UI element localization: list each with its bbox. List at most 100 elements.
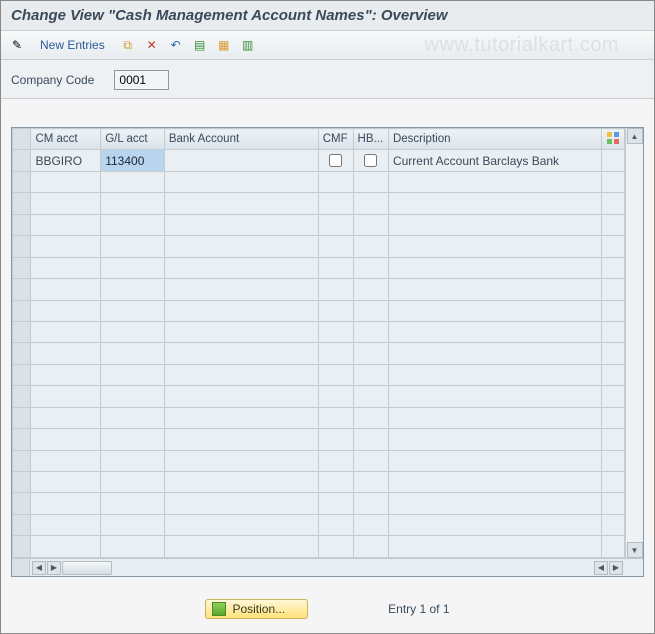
- cell-cm-acct[interactable]: BBGIRO: [31, 150, 101, 171]
- cell-bank-acct[interactable]: [164, 214, 318, 235]
- cell-cm-acct[interactable]: [31, 386, 101, 407]
- cell-cm-acct[interactable]: [31, 171, 101, 192]
- cell-bank-acct[interactable]: [164, 493, 318, 514]
- company-code-input[interactable]: [114, 70, 169, 90]
- cell-hb[interactable]: [353, 493, 388, 514]
- cell-description[interactable]: Current Account Barclays Bank: [388, 150, 601, 171]
- cell-hb[interactable]: [353, 150, 388, 171]
- cell-hb[interactable]: [353, 364, 388, 385]
- cell-bank-acct[interactable]: [164, 321, 318, 342]
- scroll-thumb[interactable]: [62, 561, 112, 575]
- cell-cmf[interactable]: [318, 450, 353, 471]
- cell-bank-acct[interactable]: [164, 171, 318, 192]
- cell-bank-acct[interactable]: [164, 407, 318, 428]
- table-row[interactable]: [13, 343, 625, 364]
- cell-description[interactable]: [388, 257, 601, 278]
- cell-cmf[interactable]: [318, 343, 353, 364]
- cell-hb[interactable]: [353, 279, 388, 300]
- cell-cm-acct[interactable]: [31, 536, 101, 558]
- cell-cm-acct[interactable]: [31, 429, 101, 450]
- cell-description[interactable]: [388, 472, 601, 493]
- cell-hb[interactable]: [353, 386, 388, 407]
- copy-icon[interactable]: ⧉: [118, 35, 138, 55]
- position-button[interactable]: Position...: [205, 599, 308, 619]
- cell-hb[interactable]: [353, 171, 388, 192]
- row-selector[interactable]: [13, 279, 31, 300]
- horizontal-scrollbar[interactable]: ◀ ▶ ◀ ▶: [12, 558, 643, 576]
- cell-cm-acct[interactable]: [31, 472, 101, 493]
- cell-cmf[interactable]: [318, 300, 353, 321]
- col-cm-acct[interactable]: CM acct: [31, 129, 101, 150]
- cell-cmf[interactable]: [318, 364, 353, 385]
- cell-hb[interactable]: [353, 236, 388, 257]
- cell-gl-acct[interactable]: [101, 193, 165, 214]
- cell-cm-acct[interactable]: [31, 236, 101, 257]
- cell-description[interactable]: [388, 343, 601, 364]
- cell-gl-acct[interactable]: [101, 514, 165, 535]
- row-selector[interactable]: [13, 300, 31, 321]
- cell-description[interactable]: [388, 300, 601, 321]
- cell-bank-acct[interactable]: [164, 472, 318, 493]
- cell-description[interactable]: [388, 321, 601, 342]
- cell-hb[interactable]: [353, 214, 388, 235]
- table-row[interactable]: [13, 386, 625, 407]
- delete-icon[interactable]: ✕: [142, 35, 162, 55]
- cell-cmf[interactable]: [318, 193, 353, 214]
- scroll-down-icon[interactable]: ▼: [627, 542, 643, 558]
- table-row[interactable]: [13, 279, 625, 300]
- table-row[interactable]: [13, 236, 625, 257]
- cell-hb[interactable]: [353, 450, 388, 471]
- cell-cmf[interactable]: [318, 472, 353, 493]
- row-selector[interactable]: [13, 321, 31, 342]
- cell-gl-acct[interactable]: [101, 364, 165, 385]
- cell-hb[interactable]: [353, 193, 388, 214]
- hb-checkbox[interactable]: [364, 154, 377, 167]
- table-row[interactable]: [13, 364, 625, 385]
- scroll-left-icon[interactable]: ◀: [32, 561, 46, 575]
- cell-bank-acct[interactable]: [164, 236, 318, 257]
- row-selector[interactable]: [13, 171, 31, 192]
- cell-gl-acct[interactable]: [101, 171, 165, 192]
- table-row[interactable]: [13, 514, 625, 535]
- cell-description[interactable]: [388, 450, 601, 471]
- table-row[interactable]: [13, 171, 625, 192]
- cell-description[interactable]: [388, 193, 601, 214]
- cell-hb[interactable]: [353, 514, 388, 535]
- table-row[interactable]: [13, 300, 625, 321]
- col-cmf[interactable]: CMF: [318, 129, 353, 150]
- row-selector[interactable]: [13, 150, 31, 171]
- scroll-right-end-icon[interactable]: ▶: [609, 561, 623, 575]
- table-row[interactable]: [13, 450, 625, 471]
- cell-bank-acct[interactable]: [164, 343, 318, 364]
- cell-description[interactable]: [388, 493, 601, 514]
- cell-cmf[interactable]: [318, 150, 353, 171]
- cell-bank-acct[interactable]: [164, 300, 318, 321]
- cell-bank-acct[interactable]: [164, 279, 318, 300]
- table-row[interactable]: BBGIRO113400Current Account Barclays Ban…: [13, 150, 625, 171]
- cell-gl-acct[interactable]: [101, 493, 165, 514]
- cell-cmf[interactable]: [318, 214, 353, 235]
- cell-gl-acct[interactable]: [101, 300, 165, 321]
- cell-hb[interactable]: [353, 472, 388, 493]
- cell-cm-acct[interactable]: [31, 407, 101, 428]
- cell-description[interactable]: [388, 279, 601, 300]
- cell-cmf[interactable]: [318, 493, 353, 514]
- cell-description[interactable]: [388, 514, 601, 535]
- undo-icon[interactable]: ↶: [166, 35, 186, 55]
- new-entries-button[interactable]: New Entries: [31, 34, 114, 56]
- cell-bank-acct[interactable]: [164, 386, 318, 407]
- cell-gl-acct[interactable]: [101, 407, 165, 428]
- row-selector[interactable]: [13, 193, 31, 214]
- cell-description[interactable]: [388, 407, 601, 428]
- cell-cmf[interactable]: [318, 171, 353, 192]
- cell-hb[interactable]: [353, 343, 388, 364]
- col-gl-acct[interactable]: G/L acct: [101, 129, 165, 150]
- cell-bank-acct[interactable]: [164, 450, 318, 471]
- cell-gl-acct[interactable]: [101, 536, 165, 558]
- row-selector[interactable]: [13, 493, 31, 514]
- cell-gl-acct[interactable]: [101, 214, 165, 235]
- cell-gl-acct[interactable]: [101, 429, 165, 450]
- cell-cm-acct[interactable]: [31, 300, 101, 321]
- cell-cm-acct[interactable]: [31, 450, 101, 471]
- col-hb[interactable]: HB...: [353, 129, 388, 150]
